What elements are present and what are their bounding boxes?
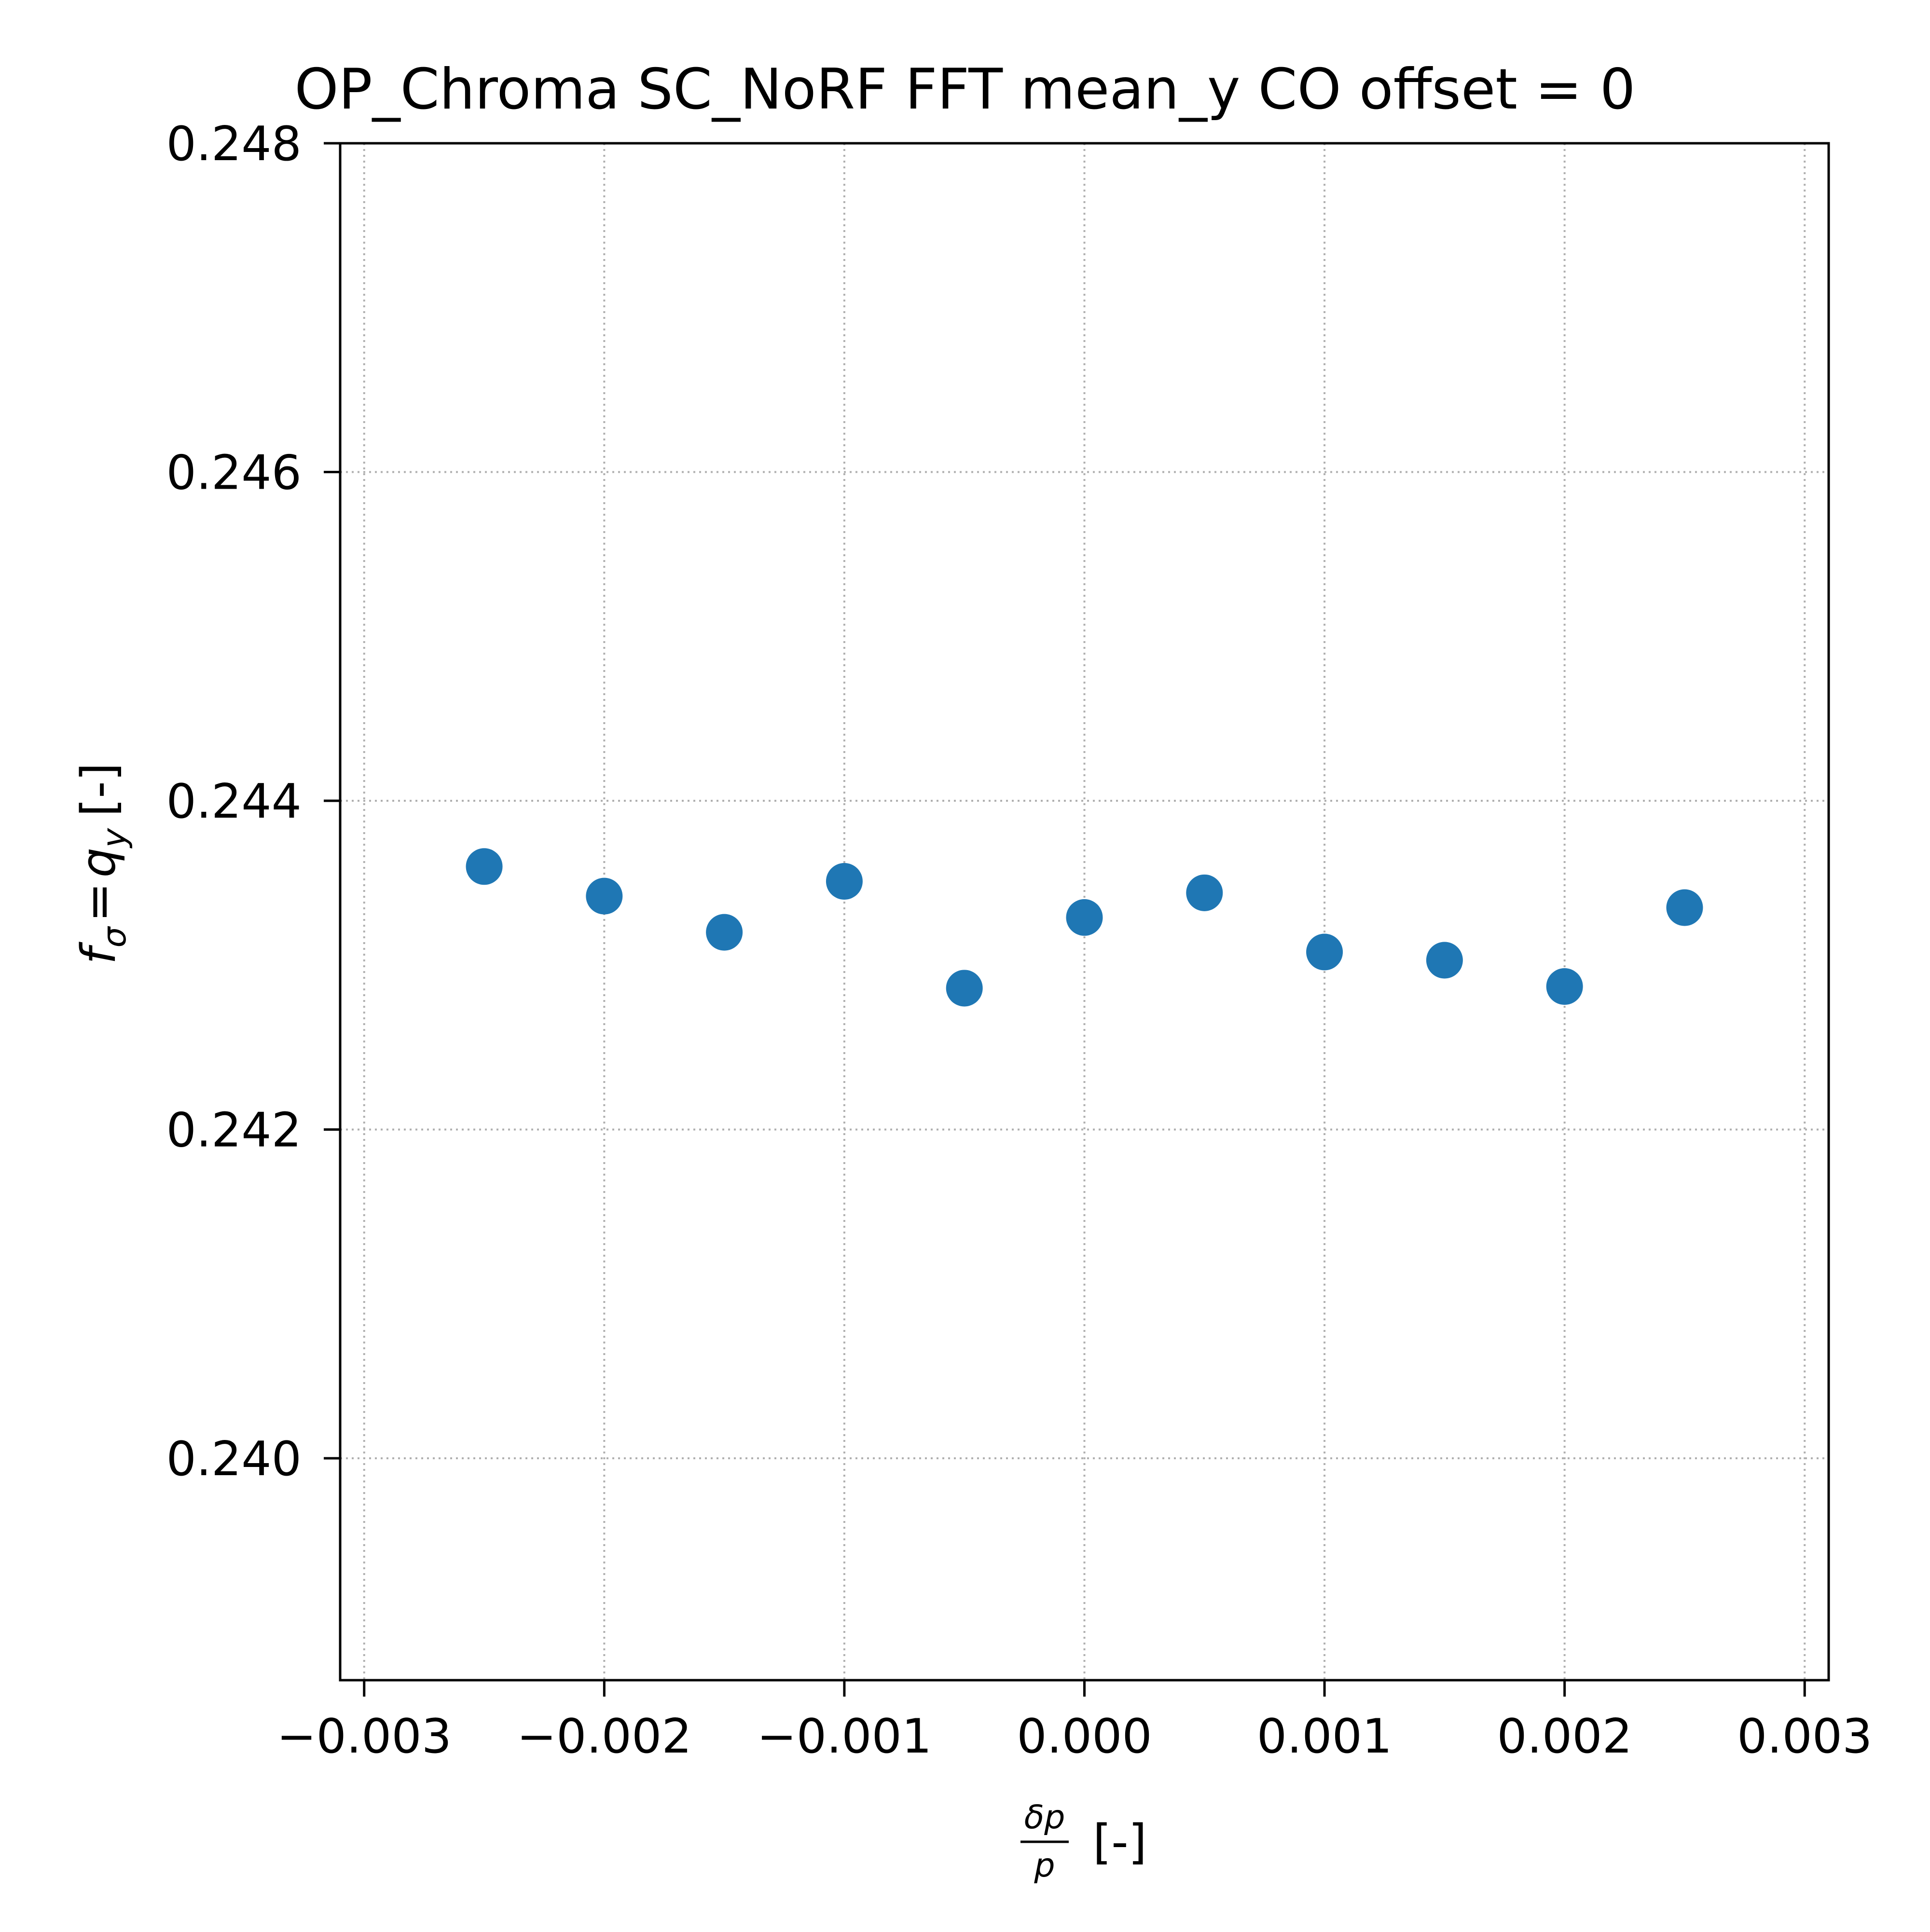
data-point [1186,874,1223,911]
y-tick-label: 0.244 [166,774,302,829]
plot-area-frame [339,142,1830,1682]
chart-title: OP_Chroma SC_NoRF FFT mean_y CO offset =… [294,57,1635,122]
y-tick-label: 0.246 [166,445,302,500]
x-tick-label: 0.002 [1497,1709,1632,1764]
data-point [466,848,503,885]
axis-ticks: −0.003 −0.002 −0.001 0.000 0.001 0.002 0.003 0.… [166,117,1872,1764]
x-tick-label: 0.000 [1017,1709,1152,1764]
x-axis-label-denominator: p [1034,1847,1055,1885]
data-point [1426,942,1463,979]
x-tick-label: 0.001 [1257,1709,1392,1764]
data-point [1666,889,1703,926]
x-axis-label: δp p [-] [1020,1798,1147,1885]
y-tick-label: 0.240 [166,1432,302,1487]
x-axis-label-numerator: δp [1024,1798,1065,1836]
data-points [466,848,1703,1007]
data-point [826,863,863,900]
data-point [1066,899,1103,936]
y-axis-label-equals: = [71,882,126,922]
x-tick-label: 0.003 [1737,1709,1873,1764]
data-point [1546,968,1583,1005]
y-axis-label-q: q [71,848,126,877]
y-axis-label-unit: [-] [71,763,126,817]
y-tick-label: 0.242 [166,1103,302,1158]
y-axis-label-f-subscript: σ [96,926,134,948]
y-tick-label: 0.248 [166,117,302,172]
data-point [586,877,623,915]
x-tick-label: −0.003 [276,1709,452,1764]
y-axis-label-q-subscript: y [96,828,134,849]
x-tick-label: −0.002 [517,1709,692,1764]
x-tick-label: −0.001 [757,1709,932,1764]
data-point [946,970,983,1007]
x-axis-label-unit: [-] [1093,1815,1147,1870]
data-point [1306,933,1343,971]
data-point [706,914,743,951]
